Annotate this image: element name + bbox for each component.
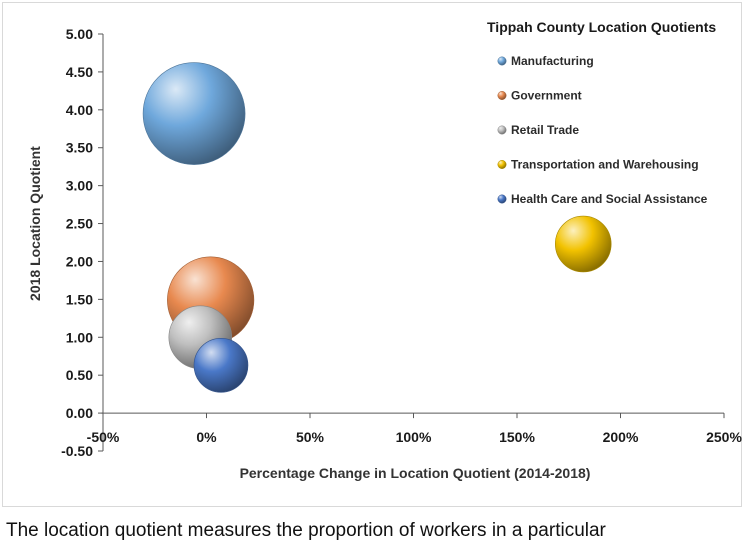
bubble-mark [142, 62, 246, 165]
x-tick-label: 0% [196, 429, 217, 445]
caption-text: The location quotient measures the propo… [6, 520, 606, 540]
y-tick-label: -0.50 [61, 443, 93, 459]
legend-label: Transportation and Warehousing [511, 158, 699, 172]
y-tick-label: 1.00 [66, 329, 93, 345]
y-tick-label: 4.50 [66, 64, 93, 80]
x-tick-label: 50% [296, 429, 325, 445]
legend-title: Tippah County Location Quotients [487, 19, 716, 35]
y-tick-label: 4.00 [66, 102, 93, 118]
x-axis-title: Percentage Change in Location Quotient (… [240, 465, 591, 481]
x-tick-label: -50% [87, 429, 120, 445]
legend-marker [497, 125, 507, 135]
legend-label: Government [511, 89, 582, 103]
y-tick-label: 0.50 [66, 367, 93, 383]
legend-item-government: Government [497, 89, 582, 103]
legend-marker [497, 194, 507, 204]
x-tick-label: 200% [603, 429, 639, 445]
y-tick-label: 3.50 [66, 140, 93, 156]
legend-label: Manufacturing [511, 54, 594, 68]
y-tick-label: 3.00 [66, 178, 93, 194]
x-tick-label: 100% [396, 429, 432, 445]
y-tick-label: 2.00 [66, 253, 93, 269]
bubble-health-care-and-social-assistance [193, 338, 249, 393]
legend-label: Health Care and Social Assistance [511, 192, 708, 206]
legend-marker [497, 91, 507, 100]
legend-label: Retail Trade [511, 123, 579, 137]
y-tick-label: 5.00 [66, 26, 93, 42]
y-tick-label: 2.50 [66, 216, 93, 232]
legend-item-health-care-and-social-assistance: Health Care and Social Assistance [497, 192, 708, 206]
legend-item-manufacturing: Manufacturing [497, 54, 594, 68]
bubble-mark [193, 338, 249, 393]
legend-marker [497, 160, 507, 169]
chart-panel: -0.50 0.00 0.50 1.00 1.50 2.00 2.50 3.00 3.50 4.0… [2, 2, 742, 507]
bubble-transportation-and-warehousing [555, 215, 612, 273]
y-tick-label: 0.00 [66, 405, 93, 421]
y-axis-title: 2018 Location Quotient [27, 146, 43, 301]
x-tick-label: 250% [706, 429, 742, 445]
y-tick-label: 1.50 [66, 291, 93, 307]
bubble-manufacturing [142, 62, 246, 165]
x-tick-label: 150% [499, 429, 535, 445]
legend-marker [497, 56, 507, 66]
bubble-mark [555, 215, 612, 273]
legend-item-transportation-and-warehousing: Transportation and Warehousing [497, 158, 699, 172]
legend-item-retail-trade: Retail Trade [497, 123, 579, 137]
bubble-chart: -0.50 0.00 0.50 1.00 1.50 2.00 2.50 3.00 3.50 4.0… [27, 19, 742, 481]
